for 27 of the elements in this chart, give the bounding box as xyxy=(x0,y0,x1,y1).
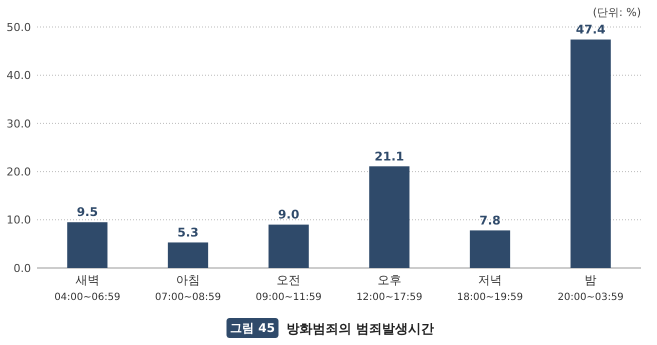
caption: 그림 45 xyxy=(230,321,275,335)
y-tick-label: 30.0 xyxy=(6,117,31,130)
y-tick-label: 10.0 xyxy=(6,214,31,227)
bar xyxy=(369,166,410,268)
y-tick-label: 0.0 xyxy=(14,262,31,275)
x-tick-label: 아침 07:00~08:59 xyxy=(154,273,222,303)
bar xyxy=(67,222,108,268)
bar xyxy=(168,242,208,268)
data-label: 21.1 xyxy=(374,149,404,164)
y-tick-label: 40.0 xyxy=(6,69,31,82)
text: 방화범죄의 범죄발생시간 xyxy=(286,322,434,337)
x-tick-label: 저녁 18:00~19:59 xyxy=(456,273,524,303)
data-label: 9.0 xyxy=(278,208,300,222)
x-tick-label: 오후 12:00~17:59 xyxy=(356,273,422,303)
x-tick-label: 오전 09:00~11:59 xyxy=(256,273,322,303)
x-tick-label: 새벽 04:00~06:59 xyxy=(54,273,120,303)
y-tick-label: 20.0 xyxy=(6,165,31,178)
bar xyxy=(470,230,510,268)
data-label: 9.5 xyxy=(76,205,98,220)
data-label: 5.3 xyxy=(177,225,199,240)
bar xyxy=(570,40,611,268)
x-tick-label: 밤 20:00~03:59 xyxy=(558,273,624,303)
data-label: 47.4 xyxy=(576,22,606,37)
y-tick-label: 50.0 xyxy=(6,20,31,34)
bar xyxy=(268,224,309,268)
data-label: 7.8 xyxy=(479,213,501,228)
text: (단위: %) xyxy=(592,6,641,19)
